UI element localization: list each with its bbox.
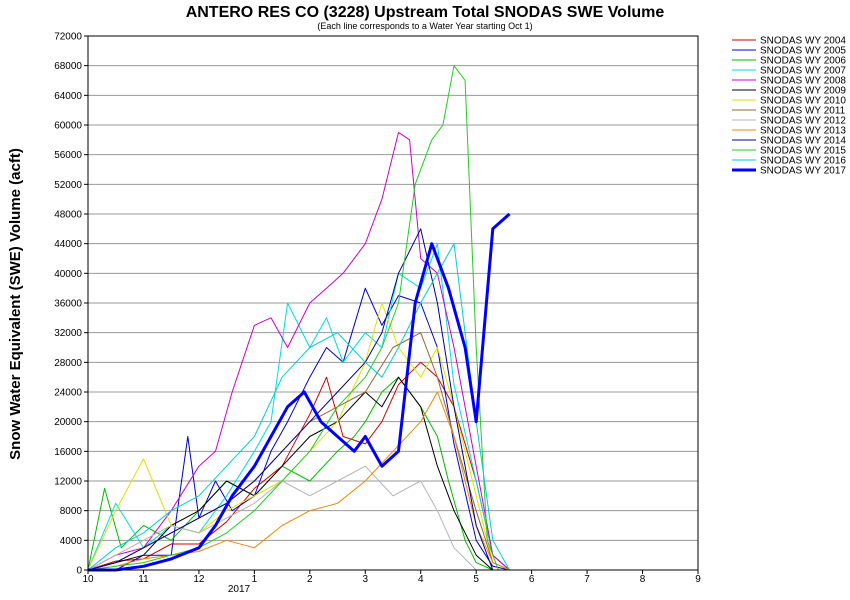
- y-tick-label: 64000: [54, 91, 82, 102]
- x-tick-label: 4: [418, 574, 424, 585]
- series-line-snodas-wy-2005: [88, 287, 532, 571]
- legend-label: SNODAS WY 2004: [760, 36, 846, 47]
- series-line-snodas-wy-2014: [87, 228, 532, 571]
- y-tick-label: 0: [76, 566, 82, 577]
- y-tick-label: 4000: [60, 536, 83, 547]
- y-tick-label: 72000: [54, 32, 82, 43]
- chart-title: ANTERO RES CO (3228) Upstream Total SNOD…: [186, 4, 665, 21]
- y-tick-label: 56000: [54, 150, 82, 161]
- series-line-snodas-wy-2017: [88, 212, 511, 572]
- y-tick-label: 40000: [54, 269, 82, 280]
- x-ticks: 10 11 12 1 2 3 4 5 6 7 8 9: [82, 570, 701, 585]
- legend-label: SNODAS WY 2007: [760, 66, 846, 77]
- y-tick-label: 68000: [54, 61, 82, 72]
- y-tick-label: 16000: [54, 447, 82, 458]
- x-tick-label: 8: [640, 574, 646, 585]
- legend-label: SNODAS WY 2015: [760, 146, 846, 157]
- y-ticks: 0 4000 8000 12000 16000 20000 24000 28000 32000 3…: [54, 32, 88, 577]
- plot-area: 0 4000 8000 12000 16000 20000 24000 28000 32000 3…: [54, 32, 701, 596]
- legend-label: SNODAS WY 2016: [760, 156, 846, 167]
- series-line-snodas-wy-2008: [87, 131, 532, 571]
- legend-label: SNODAS WY 2006: [760, 56, 846, 67]
- x-tick-label: 6: [529, 574, 535, 585]
- y-tick-label: 48000: [54, 210, 82, 221]
- y-tick-label: 60000: [54, 121, 82, 132]
- x-tick-label: 1: [252, 574, 258, 585]
- legend-label: SNODAS WY 2013: [760, 126, 846, 137]
- series-line-snodas-wy-2012: [87, 465, 532, 571]
- x-tick-label: 12: [193, 574, 205, 585]
- y-tick-label: 52000: [54, 180, 82, 191]
- y-axis-label: Snow Water Equivalent (SWE) Volume (acft…: [7, 148, 24, 460]
- y-tick-label: 12000: [54, 477, 82, 488]
- x-tick-label: 5: [473, 574, 479, 585]
- y-tick-label: 44000: [54, 239, 82, 250]
- x-tick-label: 10: [82, 574, 94, 585]
- x-year-label: 2017: [228, 584, 251, 595]
- legend-label: SNODAS WY 2011: [760, 106, 846, 117]
- x-tick-label: 9: [695, 574, 701, 585]
- x-tick-label: 3: [362, 574, 368, 585]
- y-tick-label: 32000: [54, 328, 82, 339]
- y-tick-label: 20000: [54, 417, 82, 428]
- x-tick-label: 7: [584, 574, 590, 585]
- legend-label: SNODAS WY 2014: [760, 136, 846, 147]
- legend-label: SNODAS WY 2017: [760, 166, 846, 177]
- x-tick-label: 2: [307, 574, 313, 585]
- series-line-snodas-wy-2004: [87, 361, 532, 571]
- y-tick-label: 36000: [54, 299, 82, 310]
- legend-label: SNODAS WY 2012: [760, 116, 846, 127]
- legend-label: SNODAS WY 2008: [760, 76, 846, 87]
- legend-label: SNODAS WY 2009: [760, 86, 846, 97]
- x-tick-label: 11: [138, 574, 149, 585]
- legend-label: SNODAS WY 2010: [760, 96, 846, 107]
- series-lines: [87, 65, 532, 572]
- legend-label: SNODAS WY 2005: [760, 46, 846, 57]
- y-tick-label: 8000: [60, 506, 83, 517]
- y-tick-label: 24000: [54, 388, 82, 399]
- series-line-snodas-wy-2009: [87, 376, 532, 571]
- chart-subtitle: (Each line corresponds to a Water Year s…: [317, 21, 532, 31]
- y-tick-label: 28000: [54, 358, 82, 369]
